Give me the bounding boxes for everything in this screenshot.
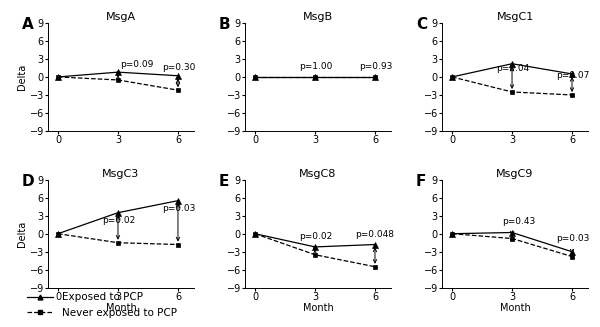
Title: MsgC1: MsgC1 bbox=[496, 12, 533, 22]
Title: MsgC8: MsgC8 bbox=[299, 169, 337, 179]
Y-axis label: Delta: Delta bbox=[17, 64, 27, 90]
Text: p=0.93: p=0.93 bbox=[359, 62, 392, 71]
Text: C: C bbox=[416, 17, 427, 32]
Title: MsgC3: MsgC3 bbox=[103, 169, 140, 179]
Legend: Exposed to PCP, Never exposed to PCP: Exposed to PCP, Never exposed to PCP bbox=[23, 288, 181, 322]
Text: p=1.00: p=1.00 bbox=[299, 62, 332, 71]
Title: MsgC9: MsgC9 bbox=[496, 169, 534, 179]
Text: p=0.43: p=0.43 bbox=[502, 217, 535, 227]
Title: MsgA: MsgA bbox=[106, 12, 136, 22]
X-axis label: Month: Month bbox=[302, 303, 334, 313]
X-axis label: Month: Month bbox=[500, 303, 530, 313]
Y-axis label: Delta: Delta bbox=[17, 221, 27, 247]
Text: p=0.048: p=0.048 bbox=[355, 230, 394, 238]
X-axis label: Month: Month bbox=[106, 303, 136, 313]
Text: D: D bbox=[22, 174, 34, 189]
Text: p=0.02: p=0.02 bbox=[102, 216, 135, 225]
Text: p=0.03: p=0.03 bbox=[556, 234, 589, 243]
Text: E: E bbox=[219, 174, 229, 189]
Title: MsgB: MsgB bbox=[303, 12, 333, 22]
Text: p=0.30: p=0.30 bbox=[162, 62, 196, 72]
Text: F: F bbox=[416, 174, 426, 189]
Text: p=0.02: p=0.02 bbox=[299, 232, 332, 241]
Text: A: A bbox=[22, 17, 34, 32]
Text: p=0.09: p=0.09 bbox=[120, 60, 154, 69]
Text: p=0.03: p=0.03 bbox=[162, 204, 196, 213]
Text: p=0.07: p=0.07 bbox=[556, 71, 589, 80]
Text: B: B bbox=[219, 17, 230, 32]
Text: p=0.04: p=0.04 bbox=[496, 64, 529, 73]
